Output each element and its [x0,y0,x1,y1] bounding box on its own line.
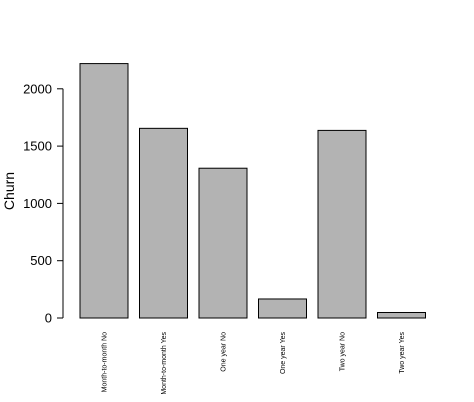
bar-2 [198,167,248,319]
x-tick-label-4: Two year No [340,332,347,371]
x-axis-labels: Month-to-month No Month-to-month Yes One y… [102,332,407,395]
y-tick-label-0: 0 [45,311,52,326]
y-tick-label-2: 1000 [23,196,52,211]
y-tick-label-1: 500 [30,253,52,268]
bars-group [79,63,426,319]
bar-3 [258,298,307,319]
x-tick-label-5: Two year Yes [399,332,406,374]
y-axis-label: Churn [1,172,17,210]
y-axis: 0 500 1000 1500 2000 [23,81,64,326]
x-tick-label-0: Month-to-month No [102,332,109,392]
x-tick-label-2: One year No [221,332,228,372]
bar-4 [317,129,367,319]
x-tick-label-1: Month-to-month Yes [161,332,168,395]
bar-0 [79,63,129,319]
bar-1 [139,127,188,319]
bar-5 [377,311,426,319]
y-tick-label-4: 2000 [23,81,52,96]
x-tick-label-3: One year Yes [280,332,287,375]
y-tick-label-3: 1500 [23,139,52,154]
